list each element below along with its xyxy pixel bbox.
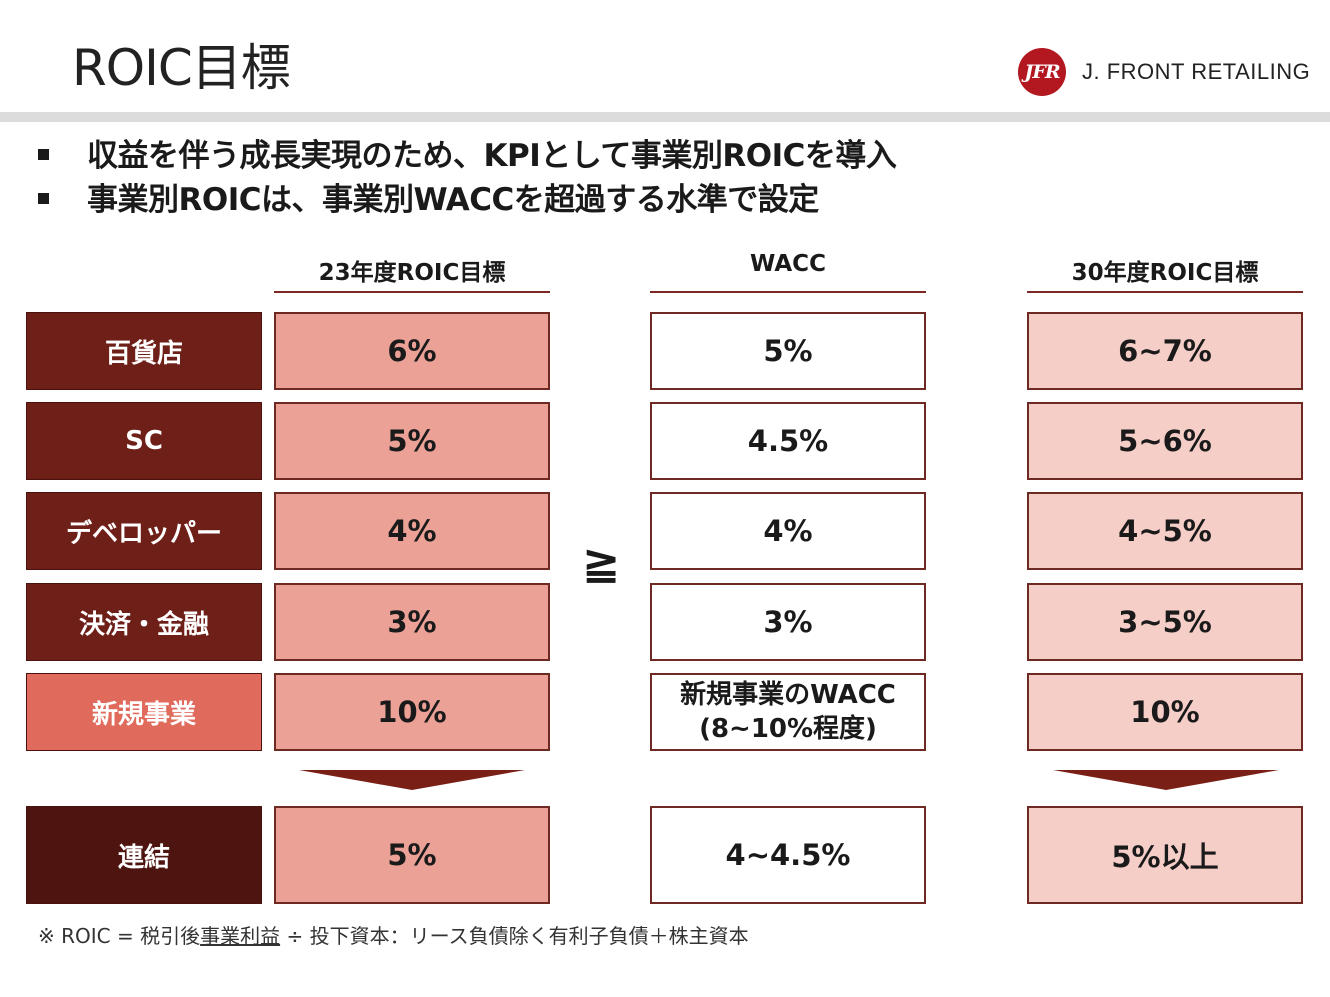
column-header-underline (650, 291, 926, 293)
wacc-value: 新規事業のWACC (8~10%程度) (650, 673, 926, 751)
segment-label-new-business: 新規事業 (26, 673, 262, 751)
company-name: J. FRONT RETAILING (1082, 59, 1311, 84)
roic23-value: 6% (274, 312, 550, 390)
greater-equal-symbol: ≧ (581, 535, 621, 589)
footnote-suffix: ÷ 投下資本：リース負債除く有利子負債＋株主資本 (280, 924, 749, 948)
wacc-total-value: 4~4.5% (650, 806, 926, 904)
roic23-value: 3% (274, 583, 550, 661)
header-divider (0, 112, 1330, 122)
segment-label: SC (26, 402, 262, 480)
roic30-value: 10% (1027, 673, 1303, 751)
wacc-value-line: (8~10%程度) (699, 714, 877, 744)
wacc-value: 3% (650, 583, 926, 661)
footnote: ※ ROIC = 税引後事業利益 ÷ 投下資本：リース負債除く有利子負債＋株主資… (38, 920, 749, 949)
roic30-value: 4~5% (1027, 492, 1303, 570)
square-bullet-icon (38, 148, 49, 160)
down-arrow-icon (1053, 770, 1279, 790)
segment-label-consolidated: 連結 (26, 806, 262, 904)
jfr-logo-icon: JFR (1018, 48, 1066, 96)
footnote-prefix: ※ ROIC = 税引後 (38, 924, 201, 948)
roic30-value: 3~5% (1027, 583, 1303, 661)
roic23-total-value: 5% (274, 806, 550, 904)
bullet-text: 収益を伴う成長実現のため、KPIとして事業別ROICを導入 (87, 137, 897, 174)
segment-label: 決済・金融 (26, 583, 262, 661)
roic23-value: 5% (274, 402, 550, 480)
company-logo: JFR J. FRONT RETAILING (1018, 48, 1310, 96)
footnote-underlined: 事業利益 (200, 924, 281, 948)
down-arrow-icon (299, 770, 525, 790)
roic30-value: 6~7% (1027, 312, 1303, 390)
column-header-wacc: WACC (750, 251, 826, 277)
wacc-value: 5% (650, 312, 926, 390)
roic30-value: 5~6% (1027, 402, 1303, 480)
column-header-roic23: 23年度ROIC目標 (318, 260, 506, 286)
wacc-value-line: 新規事業のWACC (680, 680, 896, 710)
column-header-underline (274, 291, 550, 293)
column-header-underline (1027, 291, 1303, 293)
segment-label: 百貨店 (26, 312, 262, 390)
roic23-value: 4% (274, 492, 550, 570)
page-title: ROIC目標 (72, 39, 291, 97)
bullet-text: 事業別ROICは、事業別WACCを超過する水準で設定 (87, 181, 819, 218)
square-bullet-icon (38, 192, 49, 204)
wacc-value: 4% (650, 492, 926, 570)
bullet-list: 収益を伴う成長実現のため、KPIとして事業別ROICを導入 事業別ROICは、事… (38, 130, 897, 218)
column-header-roic30: 30年度ROIC目標 (1071, 260, 1259, 286)
roic30-total-value: 5%以上 (1027, 806, 1303, 904)
segment-label: デベロッパー (26, 492, 262, 570)
roic23-value: 10% (274, 673, 550, 751)
bullet-item: 収益を伴う成長実現のため、KPIとして事業別ROICを導入 (38, 130, 897, 174)
bullet-item: 事業別ROICは、事業別WACCを超過する水準で設定 (38, 174, 896, 218)
wacc-value: 4.5% (650, 402, 926, 480)
